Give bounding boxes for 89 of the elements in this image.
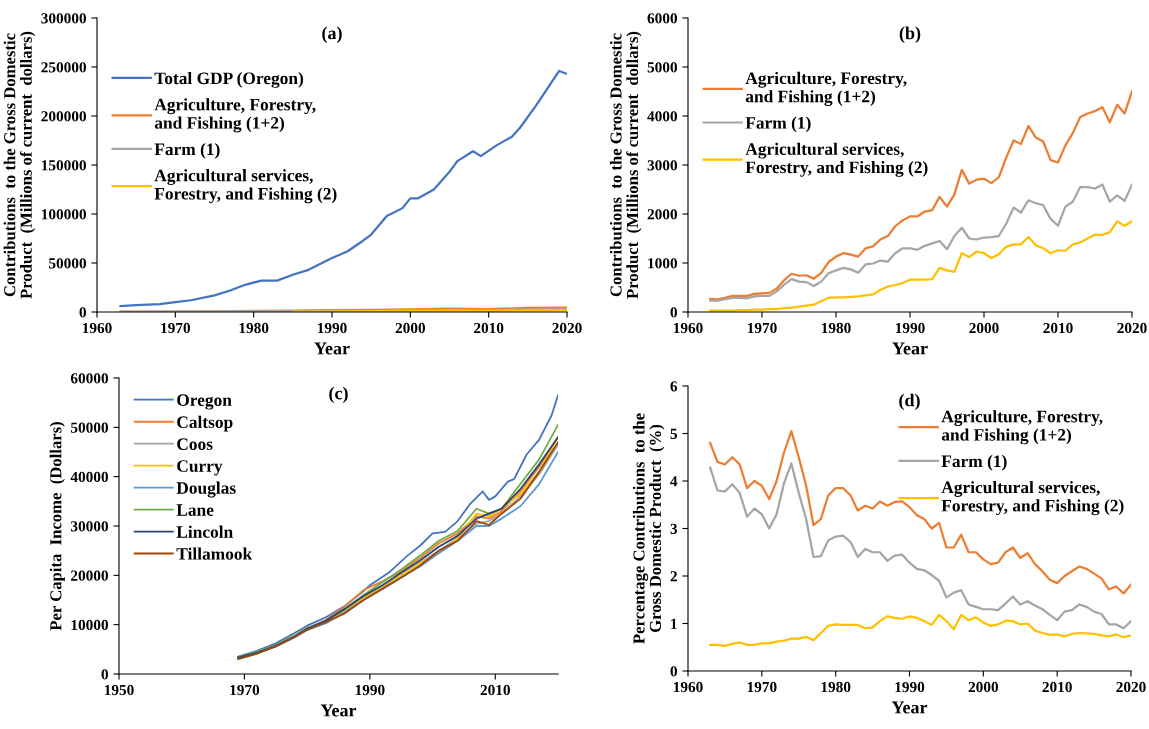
legend-label: Agricultural services, Forestry, and Fishing (2) bbox=[154, 169, 337, 204]
y-tick-label: 20000 bbox=[71, 570, 108, 581]
x-axis-title: Year bbox=[891, 701, 928, 714]
y-tick-label: 4 bbox=[670, 476, 678, 487]
chart-title: (d) bbox=[899, 393, 920, 411]
legend-label: Agricultural services, Forestry, and Fishing (2) bbox=[745, 142, 928, 177]
legend-label: Caltsop bbox=[177, 415, 233, 432]
x-tick-label: 2010 bbox=[1043, 322, 1073, 334]
y-tick-label: 30000 bbox=[70, 521, 108, 532]
y-tick-label: 3 bbox=[670, 523, 678, 534]
y-axis-title: Contributions to the Gross Domestic Product (Millions of current dollars) bbox=[609, 31, 642, 299]
legend-label: Agriculture, Forestry, and Fishing (1+2) bbox=[941, 410, 1103, 445]
x-tick-label: 2020 bbox=[1116, 681, 1146, 693]
y-tick-label: 2 bbox=[670, 571, 677, 582]
y-tick-label: 6 bbox=[670, 381, 678, 392]
x-tick-label: 1980 bbox=[239, 322, 269, 334]
line-series bbox=[709, 220, 1132, 312]
y-tick-label: 0 bbox=[670, 666, 677, 677]
x-tick-label: 2000 bbox=[395, 322, 426, 334]
legend-label: Farm (1) bbox=[941, 454, 1007, 471]
x-tick-label: 1990 bbox=[355, 684, 385, 696]
x-tick-label: 1990 bbox=[317, 322, 347, 334]
x-tick-label: 1970 bbox=[747, 322, 777, 334]
chart-title: (c) bbox=[329, 386, 348, 404]
y-tick-label: 60000 bbox=[70, 373, 108, 384]
x-axis-title: Year bbox=[314, 342, 350, 355]
y-tick-label: 10000 bbox=[71, 619, 108, 631]
x-axis-title: Year bbox=[320, 704, 357, 717]
y-tick-label: 0 bbox=[670, 307, 677, 318]
x-tick-label: 1970 bbox=[230, 684, 260, 696]
x-tick-label: 1990 bbox=[895, 681, 925, 693]
legend-label: Tillamook bbox=[176, 547, 253, 560]
x-tick-label: 2000 bbox=[969, 322, 999, 334]
x-tick-label: 2010 bbox=[474, 322, 504, 334]
legend-label: Total GDP (Oregon) bbox=[154, 71, 304, 88]
x-axis-title: Year bbox=[892, 342, 928, 355]
line-series bbox=[709, 613, 1131, 647]
y-tick-label: 0 bbox=[79, 307, 86, 318]
line-series bbox=[709, 183, 1132, 302]
y-tick-label: 250000 bbox=[41, 62, 86, 73]
x-tick-label: 2010 bbox=[480, 684, 510, 696]
y-tick-label: 5000 bbox=[647, 62, 677, 73]
legend-label: Coos bbox=[177, 438, 213, 450]
y-tick-label: 5 bbox=[670, 428, 678, 439]
x-tick-label: 1970 bbox=[747, 681, 777, 693]
y-tick-label: 50000 bbox=[71, 422, 108, 433]
y-axis-title: Contributions to the Gross Domestic Product (Millions of current dollars) bbox=[3, 31, 36, 299]
y-tick-label: 150000 bbox=[41, 160, 86, 171]
legend-label: Lincoln bbox=[176, 525, 233, 538]
y-tick-label: 100000 bbox=[41, 209, 86, 220]
x-tick-label: 1980 bbox=[821, 681, 851, 693]
legend-label: Douglas bbox=[176, 481, 236, 498]
chart-title: (a) bbox=[322, 26, 342, 43]
x-tick-label: 2010 bbox=[1042, 681, 1072, 693]
x-tick-label: 1960 bbox=[82, 322, 112, 334]
legend-label: Oregon bbox=[177, 394, 232, 410]
x-tick-label: 2000 bbox=[968, 681, 999, 693]
y-tick-label: 3000 bbox=[647, 160, 677, 171]
y-tick-label: 200000 bbox=[41, 111, 86, 122]
y-tick-label: 40000 bbox=[70, 471, 108, 483]
x-tick-label: 1960 bbox=[673, 681, 703, 693]
legend-label: Lane bbox=[176, 504, 214, 516]
y-axis-title: Per Capita Income (Dollars) bbox=[49, 422, 65, 631]
legend-label: Farm (1) bbox=[154, 142, 220, 159]
y-tick-label: 1 bbox=[671, 618, 677, 629]
chart-title: (b) bbox=[899, 26, 921, 43]
x-tick-label: 2020 bbox=[552, 322, 582, 334]
legend-label: Agricultural services, Forestry, and Fishing (2) bbox=[941, 481, 1124, 516]
x-tick-label: 1980 bbox=[821, 322, 851, 334]
legend-label: Agriculture, Forestry, and Fishing (1+2) bbox=[154, 98, 316, 133]
y-tick-label: 1000 bbox=[648, 258, 677, 269]
y-tick-label: 300000 bbox=[41, 13, 86, 24]
y-tick-label: 0 bbox=[101, 669, 108, 680]
legend-label: Farm (1) bbox=[745, 116, 811, 133]
legend-label: Curry bbox=[177, 460, 223, 476]
y-axis-title: Percentage Contributions to the Gross Domestic Product (%) bbox=[632, 413, 665, 644]
legend-label: Agriculture, Forestry, and Fishing (1+2) bbox=[745, 71, 907, 107]
line-series bbox=[709, 430, 1131, 595]
line-series bbox=[709, 90, 1132, 301]
x-tick-label: 1970 bbox=[161, 322, 191, 334]
x-tick-label: 2020 bbox=[1117, 322, 1147, 334]
x-tick-label: 1960 bbox=[673, 322, 703, 334]
y-tick-label: 2000 bbox=[647, 209, 677, 220]
y-tick-label: 6000 bbox=[647, 13, 677, 24]
line-series bbox=[119, 69, 567, 308]
x-tick-label: 1950 bbox=[104, 684, 134, 696]
x-tick-label: 1990 bbox=[895, 322, 925, 334]
y-tick-label: 50000 bbox=[49, 258, 86, 269]
y-tick-label: 4000 bbox=[647, 111, 677, 122]
